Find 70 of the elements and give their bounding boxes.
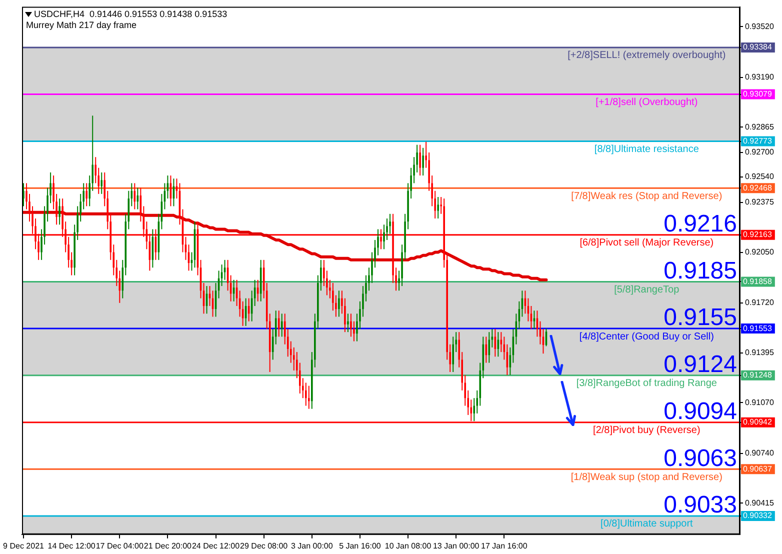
candlestick xyxy=(304,382,307,406)
candlestick xyxy=(280,313,283,338)
y-tick-label: 0.93079 xyxy=(743,90,772,98)
x-tick-label: 21 Dec 20:00 xyxy=(144,541,192,550)
y-tick-label: 0.93520 xyxy=(745,22,774,31)
y-tick-label: 0.90942 xyxy=(743,418,772,427)
y-tick-label: 0.92865 xyxy=(745,122,774,132)
y-tick-label: 0.92773 xyxy=(743,136,772,146)
candlestick xyxy=(278,310,280,338)
y-tick-label: 0.92375 xyxy=(745,198,774,207)
candlestick xyxy=(86,182,88,207)
x-tick-label: 14 Dec 12:00 xyxy=(48,541,96,550)
y-tick-label: 0.90740 xyxy=(745,448,774,458)
y-tick-label: 0.90415 xyxy=(745,498,774,508)
y-tick-label: 0.92700 xyxy=(745,148,774,157)
ref-line-label: [7/8]Weak res (Stop and Reverse) xyxy=(571,190,722,202)
chart-title: USDCHF,H4 0.91446 0.91553 0.91438 0.91533 xyxy=(34,8,228,19)
y-tick-label: 0.92540 xyxy=(745,172,774,182)
x-tick-label: 13 Jan 00:00 xyxy=(432,541,480,550)
ref-line-label: [2/8]Pivot buy (Reverse) xyxy=(593,425,700,436)
annotation: 0.9124 xyxy=(664,350,737,378)
y-tick-label: 0.91395 xyxy=(745,348,774,358)
x-tick-label: 3 Jan 00:00 xyxy=(291,541,334,550)
ref-line-label: [4/8]Center (Good Buy or Sell) xyxy=(579,331,714,342)
annotation: 0.9094 xyxy=(664,398,737,425)
candlestick xyxy=(58,198,60,226)
annotation: 0.9063 xyxy=(664,444,737,472)
annotation: 0.9033 xyxy=(664,492,737,519)
y-tick-label: 0.90332 xyxy=(743,511,772,520)
candlestick xyxy=(338,290,340,318)
ref-line-label: [+2/8]SELL! (extremely overbought) xyxy=(568,50,726,62)
x-tick-label: 5 Jan 16:00 xyxy=(339,541,382,550)
candlestick xyxy=(485,336,488,364)
ref-line-label: [8/8]Ultimate resistance xyxy=(594,144,700,156)
x-tick-label: 17 Dec 04:00 xyxy=(96,541,144,550)
y-tick-label: 0.92163 xyxy=(743,230,772,240)
x-tick-label: 29 Dec 08:00 xyxy=(240,541,288,550)
candlestick xyxy=(437,196,439,219)
candlestick xyxy=(422,147,424,176)
candlestick xyxy=(100,172,103,194)
annotation: 0.9155 xyxy=(664,304,737,332)
x-tick-label: 9 Dec 2021 xyxy=(3,541,45,550)
y-tick-label: 0.92468 xyxy=(743,183,772,192)
candlestick xyxy=(208,286,211,306)
ref-line-label: [6/8]Pivot sell (Major Reverse) xyxy=(580,238,714,249)
ref-line-label: [1/8]Weak sup (stop and Reverse) xyxy=(570,472,722,483)
ref-line-label: [3/8]RangeBot of trading Range xyxy=(576,378,718,390)
ref-line-label: [5/8]RangeTop xyxy=(614,284,680,296)
y-tick-label: 0.91553 xyxy=(743,324,772,333)
y-tick-label: 0.91858 xyxy=(743,276,772,286)
y-tick-label: 0.93384 xyxy=(743,42,772,52)
annotation: 0.9216 xyxy=(664,210,737,238)
x-tick-label: 17 Jan 16:00 xyxy=(481,541,528,550)
y-tick-label: 0.93190 xyxy=(745,72,774,82)
y-tick-label: 0.92050 xyxy=(745,247,774,256)
x-tick-label: 24 Dec 12:00 xyxy=(192,541,240,550)
y-tick-label: 0.91248 xyxy=(743,370,772,380)
candlestick xyxy=(347,313,349,333)
candlestick xyxy=(350,313,352,338)
text: Murrey Math 217 day frame xyxy=(26,20,137,30)
ref-line-label: [0/8]Ultimate support xyxy=(600,518,694,530)
y-tick-label: 0.90637 xyxy=(743,464,772,474)
candlestick xyxy=(419,144,421,176)
y-tick-label: 0.91070 xyxy=(745,398,774,407)
annotation: 0.9185 xyxy=(664,257,737,284)
y-tick-label: 0.91720 xyxy=(745,298,774,308)
candlestick xyxy=(308,385,310,410)
candlestick xyxy=(452,336,454,372)
x-tick-label: 10 Jan 08:00 xyxy=(384,541,432,550)
ref-line-label: [+1/8]sell (Overbought) xyxy=(596,97,698,108)
